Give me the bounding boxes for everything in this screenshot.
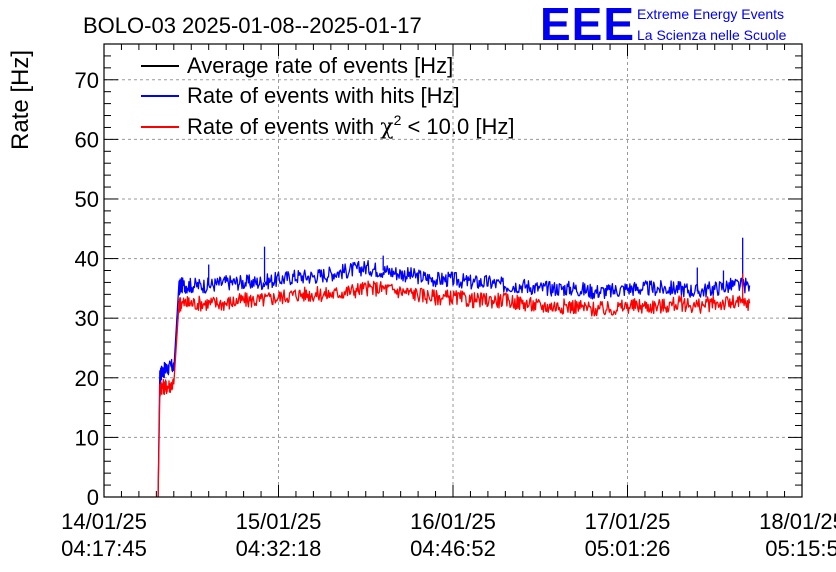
y-tick-label: 70 (75, 68, 99, 93)
grid (104, 44, 802, 497)
legend-label: Average rate of events [Hz] (187, 53, 453, 78)
x-tick-date: 15/01/25 (236, 509, 322, 534)
y-tick-label: 20 (75, 366, 99, 391)
series-line (157, 260, 751, 498)
logo-line1: Extreme Energy Events (637, 6, 784, 22)
legend: Average rate of events [Hz] Rate of event… (141, 53, 514, 140)
y-tick-label: 10 (75, 425, 99, 450)
legend-label: Rate of events with hits [Hz] (187, 83, 460, 108)
x-tick-time: 04:46:52 (410, 536, 496, 561)
x-tick-time: 05:15:5 (765, 536, 836, 561)
axes: 01020304050607014/01/2504:17:4515/01/250… (61, 43, 836, 561)
series-line (157, 280, 751, 498)
logo-line2: La Scienza nelle Scuole (637, 27, 787, 43)
y-tick-label: 30 (75, 306, 99, 331)
y-axis-label: Rate [Hz] (7, 50, 34, 150)
legend-label: Rate of events with χ2 < 10.0 [Hz] (187, 112, 514, 140)
x-tick-time: 05:01:26 (585, 536, 671, 561)
x-tick-date: 17/01/25 (585, 509, 671, 534)
y-tick-label: 60 (75, 127, 99, 152)
series-layer (157, 237, 751, 498)
x-tick-date: 16/01/25 (410, 509, 496, 534)
chart-title: BOLO-03 2025-01-08--2025-01-17 (83, 13, 422, 38)
y-tick-label: 50 (75, 187, 99, 212)
x-tick-date: 18/01/25 (759, 509, 836, 534)
y-tick-label: 0 (87, 485, 99, 510)
x-tick-time: 04:17:45 (61, 536, 147, 561)
y-tick-label: 40 (75, 247, 99, 272)
x-tick-time: 04:32:18 (236, 536, 322, 561)
eee-logo: EEE Extreme Energy Events La Scienza nel… (540, 0, 787, 50)
logo-mark: EEE (540, 0, 635, 50)
x-tick-date: 14/01/25 (61, 509, 147, 534)
